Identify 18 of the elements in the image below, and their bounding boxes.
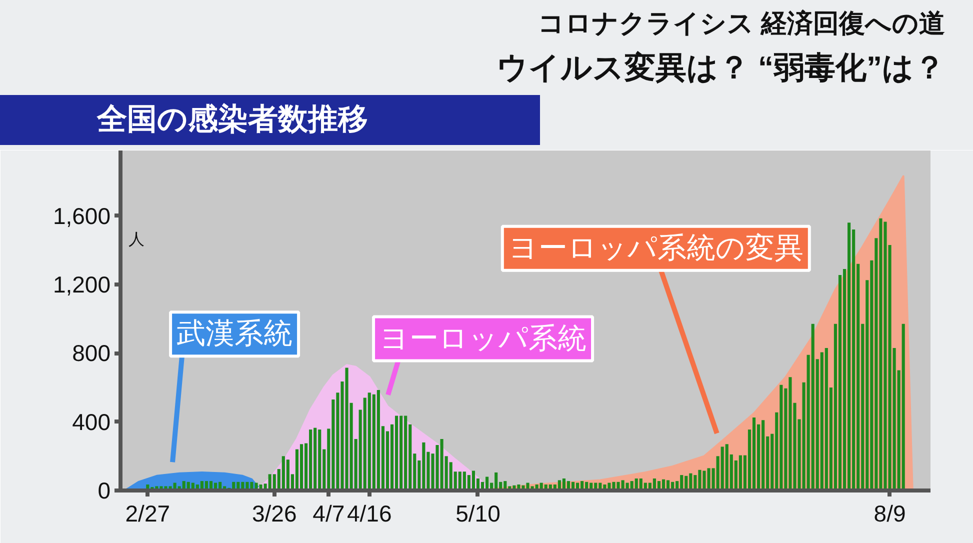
y-tick-label: 1,600 [52, 202, 111, 229]
x-tick-label: 4/16 [347, 500, 392, 526]
series-label: ヨーロッパ系統の変異 [508, 232, 804, 264]
y-tick-label: 1,200 [52, 271, 111, 298]
text: 武漢系統 [176, 318, 293, 350]
text: ウイルス変異は？ “弱毒化”は？ [496, 49, 945, 87]
y-axis-title: 人 [128, 231, 144, 248]
series-label: ヨーロッパ系統 [380, 322, 587, 355]
text: コロナクライシス 経済回復への道 [538, 7, 945, 40]
x-tick-label: 8/9 [874, 500, 906, 526]
y-tick-label: 400 [72, 408, 110, 435]
y-tick-label: 800 [72, 340, 110, 366]
x-tick-label: 3/26 [252, 500, 297, 526]
y-tick-label: 0 [98, 478, 111, 504]
chart-title: 全国の感染者数推移 [0, 95, 540, 145]
x-tick-label: 2/27 [125, 500, 170, 526]
x-tick-label: 4/7 [312, 500, 345, 526]
x-tick-label: 5/10 [456, 500, 500, 526]
